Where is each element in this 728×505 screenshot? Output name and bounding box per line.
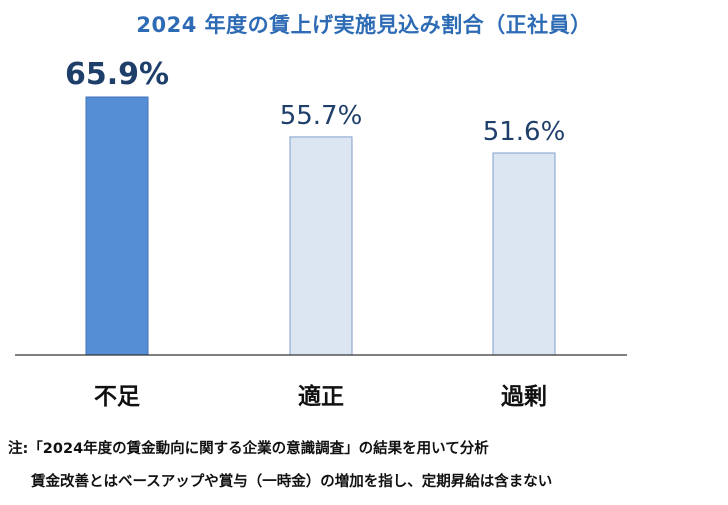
value-label-2: 55.7% (280, 101, 363, 131)
bar-3 (492, 152, 556, 356)
value-label-3: 51.6% (483, 117, 566, 147)
chart-title: 2024 年度の賃上げ実施見込み割合（正社員） (136, 13, 592, 37)
footnote-definition: 賃金改善とはベースアップや賞与（一時金）の増加を指し、定期昇給は含まない (31, 474, 553, 490)
category-label-3: 過剰 (501, 383, 547, 410)
bar-2 (289, 136, 353, 356)
value-label-1: 65.9% (65, 57, 169, 92)
category-label-1: 不足 (94, 384, 140, 410)
category-label-2: 適正 (298, 383, 344, 410)
labels-layer: 65.9% 不足 55.7% 適正 51.6% 過剰 (65, 57, 565, 410)
bars-layer (85, 96, 556, 356)
bar-1 (85, 96, 149, 356)
footnote-source: 注:「2024年度の賃金動向に関する企業の意識調査」の結果を用いて分析 (8, 441, 489, 457)
